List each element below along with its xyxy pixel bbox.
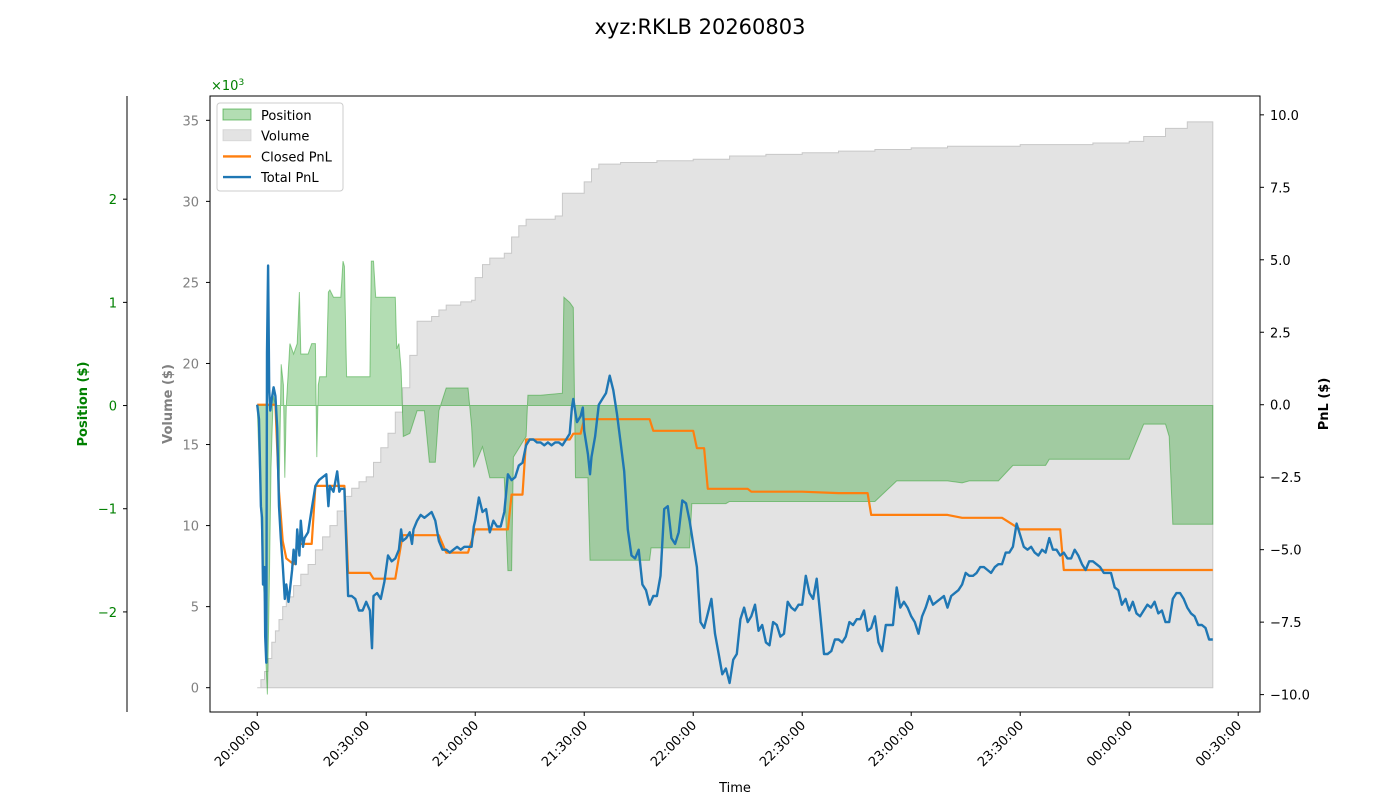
pnl-tick-label: 0.0 [1270, 399, 1291, 414]
pnl-tick-label: 5.0 [1270, 254, 1291, 269]
position-tick-label: 2 [109, 193, 117, 208]
x-tick-label: 22:00:00 [648, 718, 700, 770]
pnl-axis-label: PnL ($) [1317, 378, 1332, 431]
volume-tick-label: 20 [182, 357, 199, 372]
total-pnl-layer [256, 264, 1213, 685]
pnl-axis: 10.0 7.5 5.0 2.5 0.0 −2.5 −5.0 −7.5 −10.0 PnL ($… [1260, 109, 1332, 704]
x-tick-label: 00:30:00 [1193, 718, 1245, 770]
volume-tick-label: 15 [182, 439, 199, 454]
x-axis-label: Time [718, 781, 751, 796]
x-tick-label: 21:00:00 [430, 718, 482, 770]
pnl-tick-label: −5.0 [1270, 544, 1302, 559]
volume-tick-label: 30 [182, 195, 199, 210]
x-tick-label: 00:00:00 [1084, 718, 1136, 770]
legend-swatch-volume [222, 129, 252, 142]
legend: Position Volume Closed PnL Total PnL [216, 102, 344, 192]
position-axis-multiplier: ×103 [211, 78, 244, 94]
position-tick-label: −2 [98, 606, 117, 621]
legend-label-total: Total PnL [260, 171, 319, 186]
volume-tick-label: 35 [182, 114, 199, 129]
position-layer [256, 260, 1214, 695]
x-tick-label: 23:30:00 [975, 718, 1027, 770]
pnl-tick-label: −7.5 [1270, 616, 1302, 631]
volume-tick-label: 10 [182, 520, 199, 535]
pnl-tick-label: 2.5 [1270, 326, 1291, 341]
position-axis: 210−1−2 ×103 Position ($) [76, 78, 244, 712]
legend-swatch-position [222, 108, 252, 121]
pnl-tick-label: −2.5 [1270, 471, 1302, 486]
legend-label-closed: Closed PnL [261, 150, 333, 165]
volume-axis-label: Volume ($) [161, 364, 176, 444]
x-tick-label: 22:30:00 [757, 718, 809, 770]
pnl-tick-label: 10.0 [1270, 109, 1299, 124]
volume-axis: 35 30 25 20 15 10 5 0 Volume ($) [161, 114, 210, 697]
volume-layer [257, 121, 1214, 689]
x-tick-label: 20:30:00 [321, 718, 373, 770]
legend-label-position: Position [261, 109, 312, 124]
position-area [256, 260, 1214, 695]
x-tick-label: 20:00:00 [212, 718, 264, 770]
position-tick-label: 1 [109, 296, 117, 311]
position-tick-label: 0 [109, 400, 117, 415]
plot-frame [209, 95, 1261, 713]
position-tick-label: −1 [98, 503, 117, 518]
plot-area [209, 95, 1261, 713]
total-pnl-line [256, 264, 1213, 685]
volume-tick-label: 0 [191, 682, 199, 697]
x-tick-label: 21:30:00 [539, 718, 591, 770]
legend-frame [216, 102, 344, 192]
pnl-tick-label: 7.5 [1270, 181, 1291, 196]
volume-tick-label: 25 [182, 276, 199, 291]
volume-area [257, 121, 1214, 689]
chart-title: xyz:RKLB 20260803 [595, 15, 806, 39]
x-tick-label: 23:00:00 [866, 718, 918, 770]
position-axis-label: Position ($) [76, 362, 91, 447]
volume-tick-label: 5 [191, 601, 199, 616]
legend-label-volume: Volume [261, 130, 309, 145]
pnl-tick-label: −10.0 [1270, 689, 1310, 704]
x-axis: 20:00:00 20:30:00 21:00:00 21:30:00 22:00:00… [212, 712, 1245, 796]
